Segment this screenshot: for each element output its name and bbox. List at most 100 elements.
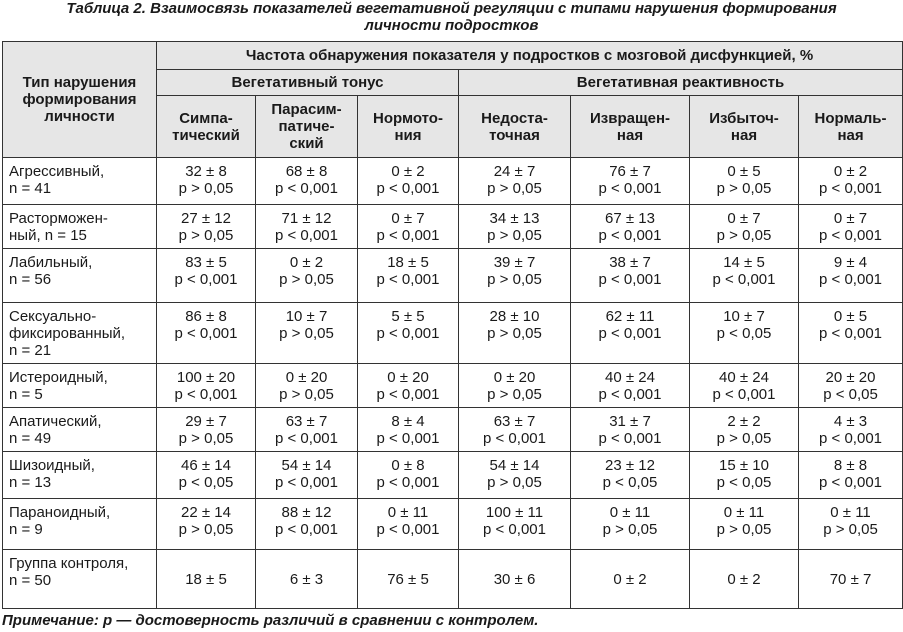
column-header-line: патиче-	[278, 118, 335, 135]
frequency-value: 18 ± 5	[387, 254, 429, 271]
header-group-reactivity: Вегетативная реактивность	[457, 69, 903, 96]
frequency-value: 0 ± 5	[727, 163, 761, 180]
p-value: р < 0,001	[376, 386, 440, 403]
table-caption: Таблица 2. Взаимосвязь показателей вегет…	[0, 0, 903, 34]
p-value: р > 0,05	[178, 521, 234, 538]
frequency-value: 0 ± 20	[285, 369, 328, 386]
table-row: Шизоидный, n = 13 46 ± 14 р < 0,05 54 ± 14 р …	[2, 451, 903, 499]
frequency-value: 67 ± 13	[605, 210, 655, 227]
value-cell: 0 ± 11 р > 0,05	[570, 498, 690, 550]
frequency-value: 0 ± 11	[830, 504, 871, 521]
p-value: р < 0,001	[174, 325, 238, 342]
value-cell: 28 ± 10 р > 0,05	[458, 302, 571, 364]
column-header-line: ния	[394, 126, 422, 144]
frequency-value: 0 ± 20	[493, 369, 536, 386]
value-cell: 40 ± 24 р < 0,001	[570, 363, 690, 408]
header-row-label: Тип нарушения формирования личности	[2, 41, 157, 158]
frequency-value: 0 ± 2	[391, 163, 425, 180]
header-row-label-line: Тип нарушения	[22, 74, 137, 91]
row-type-line: Истероидный,	[9, 369, 108, 386]
column-header: Недоста- точная	[458, 95, 571, 158]
row-type-line: Агрессивный,	[9, 163, 105, 180]
column-header-line: Парасим-	[271, 101, 342, 118]
row-type-line: Шизоидный,	[9, 457, 95, 474]
table-row: Группа контроля, n = 50 18 ± 5 6 ± 3 76 ± 5 3…	[2, 549, 903, 609]
frequency-value: 9 ± 4	[833, 254, 868, 271]
frequency-value: 68 ± 8	[285, 163, 328, 180]
frequency-value: 63 ± 7	[285, 413, 328, 430]
p-value: р < 0,001	[376, 430, 440, 447]
p-value: р < 0,05	[716, 474, 772, 491]
frequency-value: 34 ± 13	[489, 210, 540, 227]
p-value: р < 0,001	[819, 430, 883, 447]
frequency-value: 4 ± 3	[833, 413, 868, 430]
frequency-value: 0 ± 2	[833, 163, 868, 180]
row-type-cell: Шизоидный, n = 13	[2, 451, 157, 499]
p-value: р < 0,001	[598, 180, 662, 197]
p-value: р < 0,001	[819, 271, 883, 288]
frequency-value: 0 ± 7	[727, 210, 761, 227]
p-value: р < 0,05	[716, 325, 772, 342]
value-cell: 67 ± 13 р < 0,001	[570, 204, 690, 249]
frequency-value: 0 ± 7	[391, 210, 425, 227]
p-value: р > 0,05	[487, 180, 542, 197]
table-caption-line-1: Таблица 2. Взаимосвязь показателей вегет…	[66, 0, 837, 17]
row-type-line: n = 49	[9, 430, 52, 447]
value-cell: 54 ± 14 р > 0,05	[458, 451, 571, 499]
frequency-value: 0 ± 11	[609, 504, 651, 521]
header-group-tone: Вегетативный тонус	[156, 69, 459, 96]
row-type-line: n = 13	[9, 474, 52, 491]
frequency-value: 40 ± 24	[719, 369, 769, 386]
frequency-value: 14 ± 5	[723, 254, 765, 271]
column-header: Избыточ- ная	[689, 95, 799, 158]
value-cell: 22 ± 14 р > 0,05	[156, 498, 256, 550]
p-value: р < 0,001	[376, 180, 440, 197]
p-value: р > 0,05	[602, 521, 658, 538]
frequency-value: 40 ± 24	[605, 369, 655, 386]
row-type-line: Апатический,	[9, 413, 102, 430]
frequency-value: 100 ± 20	[176, 369, 236, 386]
column-header-line: Недоста-	[481, 109, 548, 127]
p-value: р > 0,05	[279, 386, 334, 403]
value-cell: 0 ± 2	[570, 549, 690, 609]
frequency-value: 31 ± 7	[609, 413, 651, 430]
value-cell: 6 ± 3	[255, 549, 358, 609]
column-header-line: Извращен-	[589, 109, 671, 127]
p-value: р > 0,05	[178, 430, 234, 447]
p-value: р < 0,001	[376, 271, 440, 288]
value-cell: 0 ± 20 р > 0,05	[458, 363, 571, 408]
column-header-line: ная	[837, 126, 864, 144]
row-type-line: Группа контроля,	[9, 555, 129, 572]
p-value: р < 0,001	[819, 227, 883, 244]
row-type-line: n = 21	[9, 342, 52, 359]
value-cell: 100 ± 20 р < 0,001	[156, 363, 256, 408]
frequency-value: 10 ± 7	[285, 308, 328, 325]
p-value: р < 0,001	[598, 430, 662, 447]
p-value: р < 0,001	[376, 227, 440, 244]
value-cell: 30 ± 6	[458, 549, 571, 609]
row-type-line: n = 5	[9, 386, 43, 403]
frequency-value: 0 ± 2	[613, 570, 647, 588]
value-cell: 88 ± 12 р < 0,001	[255, 498, 358, 550]
frequency-value: 86 ± 8	[185, 308, 227, 325]
p-value: р < 0,001	[598, 227, 662, 244]
p-value: р < 0,001	[275, 180, 338, 197]
header-frequency: Частота обнаружения показателя у подрост…	[155, 41, 903, 70]
p-value: р < 0,001	[598, 325, 662, 342]
column-header: Симпа- тический	[156, 95, 256, 158]
data-table: Тип нарушения формирования личности Част…	[2, 41, 903, 609]
frequency-value: 100 ± 11	[485, 504, 544, 521]
p-value: р < 0,001	[598, 386, 662, 403]
row-type-cell: Расторможен-ный, n = 15	[2, 204, 157, 249]
frequency-value: 2 ± 2	[727, 413, 761, 430]
p-value: р < 0,05	[823, 386, 878, 403]
column-header-line: Избыточ-	[709, 109, 779, 127]
